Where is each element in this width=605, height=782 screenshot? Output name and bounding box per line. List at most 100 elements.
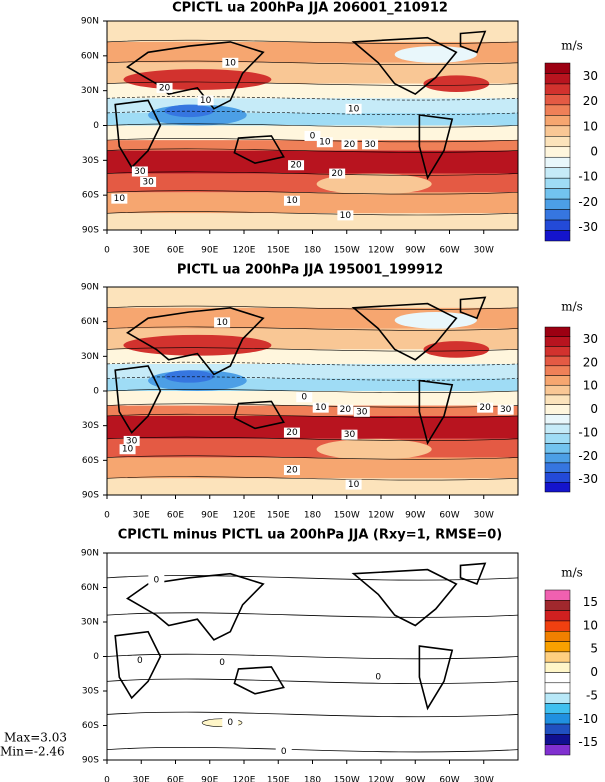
lat-label: 0 (93, 387, 99, 397)
field-blob (123, 334, 272, 356)
contour-label: 0 (137, 656, 143, 666)
lon-label: 120E (233, 246, 256, 256)
lon-label: 180 (304, 511, 321, 521)
field-blob (423, 341, 490, 358)
field-band (107, 415, 518, 439)
contour-label-bg (222, 717, 239, 728)
contour-label: 10 (114, 194, 126, 204)
colorbar-label: -5 (586, 688, 598, 702)
lon-label: 90E (201, 511, 218, 521)
field-band (107, 405, 518, 416)
contour-label: 20 (479, 403, 491, 413)
contour-label-bg (197, 95, 214, 106)
colorbar-cell (544, 346, 571, 357)
field-band (107, 213, 518, 230)
colorbar-cell (544, 336, 571, 347)
contour-label-bg (345, 479, 362, 490)
contour-label: 20 (340, 405, 352, 415)
contour-label-bg (329, 168, 346, 179)
colorbar-cell (544, 209, 571, 221)
colorbar-label: 10 (583, 119, 598, 133)
lat-label: 90N (81, 283, 99, 293)
contour-label-bg (111, 193, 128, 204)
contour-label: 0 (227, 718, 233, 728)
lon-label: 30W (474, 511, 494, 521)
colorbar-units: m/s (561, 566, 583, 580)
contour (106, 746, 519, 753)
lon-label: 60E (167, 511, 184, 521)
contour-label-bg (497, 404, 514, 415)
coastline (126, 572, 265, 641)
contour-label-bg (288, 160, 305, 171)
contour-label-bg (140, 176, 157, 187)
lon-label: 60W (439, 511, 459, 521)
colorbar-units: m/s (561, 39, 583, 53)
lon-label: 0 (104, 511, 110, 521)
contour (106, 326, 519, 331)
coastline (459, 562, 487, 586)
contour (106, 436, 519, 441)
contour (106, 148, 519, 153)
coastline (418, 114, 454, 180)
contour (106, 403, 519, 408)
colorbar-cell (544, 73, 571, 85)
contour-label: 10 (348, 104, 360, 114)
contour-label: 10 (216, 318, 228, 328)
colorbar-cell (544, 125, 571, 137)
contour-label-bg (119, 444, 136, 455)
colorbar-cell (544, 713, 571, 725)
lon-label: 30W (474, 246, 494, 256)
colorbar-label: -10 (578, 170, 598, 184)
field-blob (316, 173, 432, 195)
lon-label: 30E (133, 246, 150, 256)
lon-label: 0 (104, 246, 110, 256)
contour-label-bg (341, 429, 358, 440)
contour-label: 20 (286, 428, 298, 438)
coastline (418, 645, 454, 711)
contour-label-bg (123, 435, 140, 446)
contour-label: 10 (340, 211, 352, 221)
contour-label: 0 (301, 393, 307, 403)
min-stat: Min=-2.46 (0, 745, 65, 759)
panel-title: CPICTL minus PICTL ua 200hPa JJA (Rxy=1,… (118, 528, 502, 543)
contour-label-bg (131, 166, 148, 177)
lon-label: 150E (267, 511, 290, 521)
colorbar-label: -15 (578, 735, 598, 749)
contour-label-bg (156, 82, 173, 93)
lon-label: 150W (334, 776, 360, 782)
field-blob (316, 438, 432, 460)
colorbar-cell (544, 703, 571, 714)
colorbar-cell (544, 177, 571, 189)
colorbar-cell (544, 610, 571, 622)
contour-label-bg (131, 655, 148, 666)
contour (106, 123, 519, 128)
contour-label: 30 (142, 177, 154, 187)
lon-label: 120E (233, 511, 256, 521)
field-band (107, 287, 518, 308)
lat-label: 30N (81, 618, 99, 628)
contour (106, 678, 519, 685)
contour (106, 96, 519, 101)
colorbar-label: 10 (583, 618, 598, 632)
lat-label: 30S (82, 156, 99, 166)
colorbar-cell (544, 156, 571, 168)
contour-label: 20 (331, 169, 343, 179)
colorbar-cell (544, 355, 571, 367)
contour (106, 376, 519, 381)
lat-label: 30S (82, 421, 99, 431)
lon-label: 60W (439, 776, 459, 782)
lat-label: 60S (82, 191, 99, 201)
contour-label: 10 (225, 58, 237, 68)
colorbar-label: -10 (578, 712, 598, 726)
lat-label: 90S (82, 491, 99, 501)
contour (106, 361, 519, 366)
lon-label: 30E (133, 776, 150, 782)
colorbar-units: m/s (561, 300, 583, 314)
colorbar-cell (544, 651, 571, 663)
colorbar-cell (544, 423, 571, 435)
colorbar-cell (544, 452, 571, 464)
field-blob (394, 311, 477, 329)
contour-label: 30 (344, 430, 356, 440)
